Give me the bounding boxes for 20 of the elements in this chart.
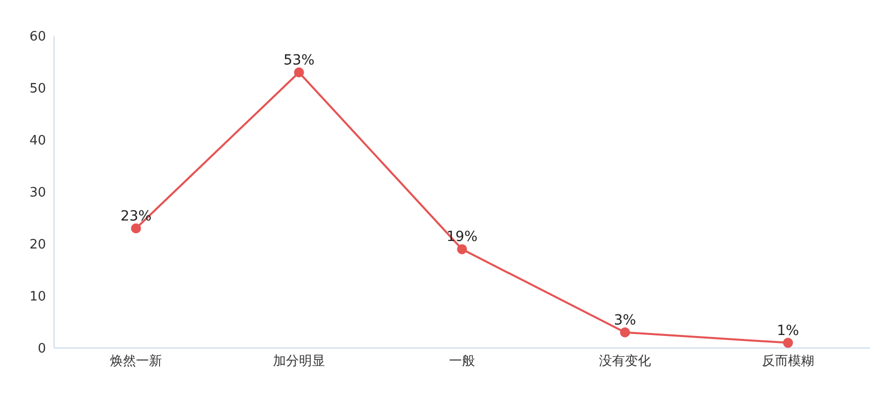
y-tick-label: 20 bbox=[29, 238, 46, 253]
point bbox=[294, 67, 304, 78]
y-tick-label: 10 bbox=[29, 290, 46, 305]
data-label: 53% bbox=[283, 52, 315, 68]
point bbox=[783, 338, 793, 348]
y-tick-label: 30 bbox=[29, 186, 46, 201]
x-tick-label: 加分明显 bbox=[273, 354, 325, 370]
x-tick-label: 反而模糊 bbox=[762, 354, 814, 370]
x-tick-label: 一般 bbox=[449, 354, 475, 370]
x-tick-label: 焕然一新 bbox=[110, 354, 162, 370]
point bbox=[457, 244, 467, 254]
y-tick-label: 40 bbox=[29, 134, 46, 149]
data-label: 1% bbox=[776, 322, 800, 339]
point bbox=[620, 327, 630, 338]
y-tick-label: 60 bbox=[29, 30, 46, 45]
x-tick-label: 没有变化 bbox=[599, 354, 651, 370]
point bbox=[131, 223, 141, 234]
data-label: 3% bbox=[614, 312, 636, 328]
y-tick-label: 50 bbox=[29, 82, 46, 97]
y-tick-label: 0 bbox=[38, 342, 46, 357]
